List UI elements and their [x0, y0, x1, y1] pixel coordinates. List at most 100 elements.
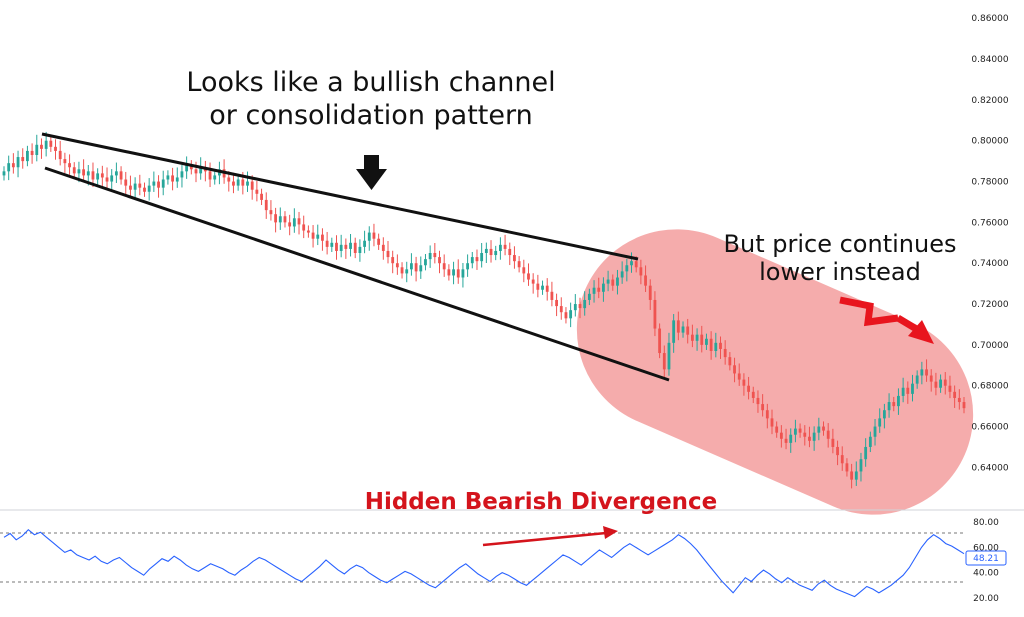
candle-body [428, 253, 432, 260]
candle [906, 381, 910, 404]
candle-body [166, 175, 170, 180]
candle-body [288, 222, 292, 227]
rsi-axis-tick-1: 60.00 [973, 543, 999, 553]
candle-body [531, 279, 535, 284]
candle-body [58, 150, 62, 160]
candle-body [306, 230, 310, 233]
candle [452, 261, 455, 285]
candle-body [213, 175, 217, 180]
candle [236, 174, 240, 191]
candle-body [606, 279, 610, 284]
candle [840, 446, 844, 471]
candle [218, 161, 221, 185]
candle-body [728, 357, 732, 366]
candle-body [700, 334, 704, 345]
candle-body [185, 165, 189, 172]
candle-body [705, 338, 708, 345]
candle [349, 234, 352, 257]
candle [681, 321, 685, 338]
candle [573, 294, 577, 317]
candle [213, 170, 217, 185]
candle [592, 280, 596, 303]
candle [414, 256, 418, 282]
candle [513, 246, 516, 269]
candle-body [620, 271, 624, 278]
candle-body [119, 171, 123, 180]
candle-body [395, 263, 399, 268]
candle [143, 182, 146, 197]
candle-body [789, 434, 793, 443]
candle [527, 263, 530, 286]
candle-body [943, 379, 947, 386]
candle-body [545, 285, 549, 292]
candle-body [147, 185, 151, 192]
candle-body [747, 385, 750, 392]
candle-body [873, 426, 877, 437]
candle [578, 297, 582, 319]
candle-body [438, 257, 441, 264]
candle [897, 388, 900, 415]
candle-body [433, 253, 437, 258]
candle [456, 259, 460, 284]
candle-body [353, 242, 357, 253]
candle-body [878, 418, 882, 427]
candle-body [550, 291, 554, 300]
candle [489, 240, 493, 263]
candle-body [868, 436, 872, 447]
candle-body [232, 181, 235, 186]
candle-body [171, 175, 174, 182]
candle-body [808, 436, 811, 441]
candle-body [26, 150, 29, 162]
candle [920, 361, 924, 385]
candle-body [419, 265, 423, 272]
candle-body [49, 140, 53, 147]
candle-body [644, 275, 647, 286]
annotation-right-line1: But price continues [724, 230, 957, 258]
candle [461, 263, 465, 288]
candle [822, 421, 825, 436]
candle [676, 311, 680, 341]
candle-body [929, 375, 933, 382]
candle [789, 428, 793, 453]
candle [550, 281, 554, 307]
candle-body [377, 238, 381, 245]
candle-body [573, 304, 577, 311]
candle-body [82, 169, 86, 176]
candle [372, 223, 376, 247]
candle [138, 174, 142, 196]
candle [901, 377, 905, 403]
candle [325, 231, 329, 255]
candle-body [278, 216, 282, 223]
candle-body [812, 432, 816, 441]
candle-body [953, 391, 957, 398]
candle-body [274, 214, 278, 223]
candle-body [925, 369, 928, 376]
candle-body [719, 342, 722, 349]
candle-body [672, 320, 676, 343]
candle-body [845, 463, 849, 472]
candle [648, 279, 652, 310]
candle [321, 228, 324, 251]
rsi-axis-tick-0: 80.00 [973, 518, 999, 528]
candle-body [461, 269, 465, 278]
candle [915, 370, 919, 389]
candle-body [54, 146, 57, 151]
candle [292, 208, 296, 233]
candle-body [400, 267, 404, 274]
candle-body [452, 269, 455, 276]
price-axis-tick-1: 0.84000 [971, 55, 1008, 65]
candle [166, 170, 170, 185]
candle-body [480, 253, 484, 262]
candle [929, 369, 933, 392]
candle-body [653, 299, 657, 329]
candlestick-series [2, 131, 966, 489]
candle [363, 230, 366, 254]
candle-body [911, 383, 914, 394]
candle [129, 175, 132, 197]
candle [2, 166, 6, 181]
candle [105, 167, 109, 188]
candle-body [756, 397, 760, 405]
candle-body [854, 471, 858, 480]
candle [630, 252, 633, 273]
candle-body [733, 365, 736, 374]
